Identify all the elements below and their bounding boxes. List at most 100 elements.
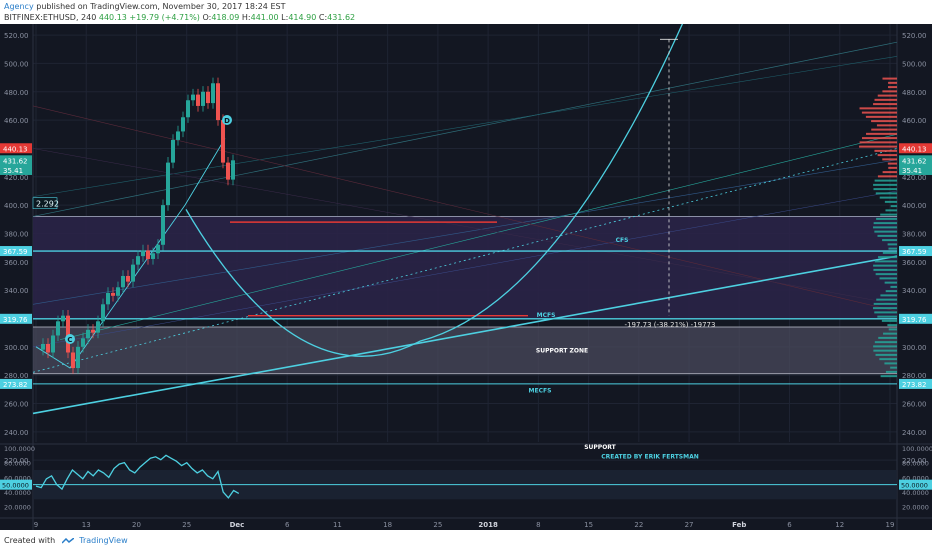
profile-bar: [880, 375, 897, 378]
candle-body: [51, 335, 55, 353]
x-tick-label: 8: [536, 521, 540, 529]
profile-bar: [873, 349, 897, 352]
profile-bar: [877, 315, 897, 318]
author-link[interactable]: Agency: [4, 2, 34, 11]
profile-bar: [875, 353, 897, 356]
osc-y-tick-left: 60.0000: [4, 474, 31, 482]
publish-info: published on TradingView.com, November 3…: [36, 2, 286, 11]
profile-bar: [879, 196, 897, 199]
profile-bar: [877, 234, 897, 237]
candle-body: [96, 321, 100, 333]
profile-bar: [877, 175, 897, 178]
profile-bar: [888, 86, 897, 89]
profile-bar: [874, 230, 897, 233]
candle-body: [161, 205, 165, 245]
channel-line: [32, 190, 898, 348]
point-marker: [65, 334, 75, 344]
y-tick-label: 480.00: [902, 89, 927, 97]
osc-level-badge: [899, 479, 932, 490]
price-badge-text: 367.59: [902, 248, 927, 256]
profile-bar: [873, 345, 897, 348]
low-value: 414.90: [288, 13, 317, 22]
profile-bar: [859, 141, 897, 144]
channel-line: [32, 105, 898, 312]
profile-bar: [861, 137, 897, 140]
candle-body: [71, 352, 75, 369]
profile-bar: [885, 370, 897, 373]
open-label: O:: [202, 13, 212, 22]
price-badge-text: 273.82: [902, 381, 927, 389]
price-badge-left: [0, 143, 32, 154]
price-badge: [899, 155, 932, 166]
y-tick-label: 340.00: [902, 287, 927, 295]
measure-label: -197.73 (-38.21%) -19773: [625, 321, 716, 329]
time-axis[interactable]: 9 13 20 25 Dec 6 11 18 25 2018 8 15 22 27 Feb 6 12 19: [0, 517, 932, 529]
candle-body: [111, 292, 115, 296]
y-tick-label-left: 500.00: [4, 60, 29, 68]
profile-bar: [861, 111, 897, 114]
y-tick-label-left: 460.00: [4, 117, 29, 125]
price-series: [41, 77, 235, 374]
candle-body: [226, 162, 230, 180]
y-tick-label-left: 280.00: [4, 372, 29, 380]
levels: [32, 24, 898, 415]
profile-bar: [888, 166, 897, 169]
chart-header: Agency published on TradingView.com, Nov…: [0, 0, 932, 24]
x-tick-label: 2018: [478, 521, 498, 529]
volume-profile: [859, 77, 897, 378]
profile-bar: [884, 200, 897, 203]
candle-body: [66, 315, 70, 353]
price-badge-text: 431.62: [902, 157, 927, 165]
osc-line: [35, 454, 240, 499]
y-tick-label: 380.00: [902, 230, 927, 238]
y-tick-label: 260.00: [902, 400, 927, 408]
candle-body: [171, 139, 175, 163]
candle-body: [121, 275, 125, 288]
purple-zone: [33, 216, 897, 319]
profile-bar: [873, 268, 897, 271]
level-label: MECFS: [529, 387, 552, 394]
y-tick-label-left: 240.00: [4, 429, 29, 437]
level-label: CFS: [616, 237, 629, 244]
price-badge-text: 319.76: [902, 316, 927, 324]
price-badge-left-text: 367.59: [3, 248, 28, 256]
profile-bar: [887, 243, 897, 246]
x-tick-label: 25: [182, 521, 191, 529]
candle-body: [136, 256, 140, 265]
tradingview-link[interactable]: TradingView: [79, 536, 128, 545]
x-tick-label: 15: [584, 521, 593, 529]
profile-bar: [879, 358, 897, 361]
price-chart[interactable]: 520.00 520.00 500.00 500.00 480.00 480.00 460.…: [0, 24, 932, 530]
profile-bar: [865, 115, 897, 118]
osc-annotation: CREATED BY ERIK FERTSMAN: [601, 453, 699, 460]
y-tick-label-left: 480.00: [4, 89, 29, 97]
profile-bar: [866, 132, 897, 135]
profile-bar: [873, 222, 897, 225]
tradingview-logo-icon: [61, 537, 74, 544]
profile-bar: [873, 302, 897, 305]
zones: [33, 216, 897, 375]
x-tick-label: 25: [433, 521, 442, 529]
profile-bar: [859, 145, 897, 148]
low-label: L:: [281, 13, 289, 22]
price-badge-left-text: 319.76: [3, 316, 28, 324]
price-badge-left-text: 431.62: [3, 157, 28, 165]
profile-bar: [882, 77, 897, 80]
price-badge: [899, 246, 932, 257]
profile-bar: [873, 307, 897, 310]
profile-bar: [888, 247, 897, 250]
price-badge-left-text: 273.82: [3, 381, 28, 389]
candle-body: [216, 83, 220, 121]
candle-body: [91, 329, 95, 333]
candle-body: [81, 338, 85, 347]
y-tick-label: 240.00: [902, 429, 927, 437]
y-tick-label: 400.00: [902, 202, 927, 210]
price-badge: [899, 378, 932, 389]
y-tick-label-left: 260.00: [4, 400, 29, 408]
candle-body: [46, 343, 50, 353]
point-label: D: [224, 117, 230, 125]
y-tick-label-left: 520.00: [4, 32, 29, 40]
price-badge-left: [0, 246, 32, 257]
candle-body: [86, 329, 90, 339]
